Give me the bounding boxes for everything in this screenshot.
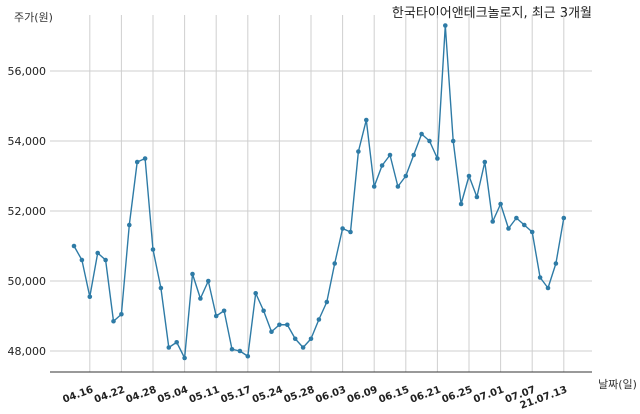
x-tick-label: 04.28 (125, 384, 159, 405)
data-point (545, 285, 551, 291)
data-point (419, 131, 424, 137)
data-point (435, 156, 440, 161)
series-price (71, 23, 567, 361)
x-tick-label: 06.15 (377, 384, 411, 405)
data-point (356, 149, 361, 154)
data-point (498, 201, 503, 207)
y-tick-labels: 48,000 50,000 52,000 54,000 56,000 (8, 65, 47, 358)
data-point (142, 156, 148, 161)
x-axis-title: 날짜(일) (598, 377, 637, 391)
data-point (340, 226, 345, 231)
data-point (174, 339, 179, 345)
data-point (561, 215, 567, 221)
data-point (403, 173, 409, 179)
x-tick-label: 05.17 (219, 384, 253, 405)
data-point (458, 201, 464, 207)
data-point (395, 184, 401, 189)
grid-lines (50, 15, 592, 372)
y-tick-label: 52,000 (8, 205, 47, 218)
x-tick-label: 06.09 (346, 384, 380, 405)
data-point (522, 222, 527, 228)
data-point (237, 348, 243, 354)
data-point (229, 346, 235, 352)
x-tick-label: 04.16 (61, 384, 95, 405)
data-point (71, 243, 77, 249)
data-point (150, 247, 156, 252)
x-tick-label: 06.21 (409, 384, 443, 405)
data-point (253, 290, 258, 296)
x-tick-label: 04.22 (93, 384, 127, 405)
data-point (111, 318, 116, 324)
chart-title: 한국타이어앤테크놀로지, 최근 3개월 (392, 6, 592, 21)
data-point (261, 308, 266, 314)
y-tick-label: 54,000 (8, 135, 47, 148)
data-point (182, 355, 187, 361)
data-point (529, 229, 535, 235)
data-point (127, 222, 132, 228)
series-line (73, 24, 565, 359)
data-point (537, 275, 543, 280)
x-tick-label: 06.03 (314, 384, 348, 405)
data-point (466, 173, 472, 179)
data-point (213, 313, 219, 319)
data-point (292, 336, 298, 342)
data-point (166, 345, 172, 350)
x-tick-label: 05.28 (283, 384, 317, 405)
data-point (514, 215, 519, 221)
data-point (387, 152, 393, 158)
data-point (190, 271, 195, 277)
data-point (119, 311, 124, 317)
data-point (379, 163, 385, 168)
data-point (450, 138, 456, 144)
y-tick-label: 50,000 (8, 275, 47, 288)
data-point (443, 23, 448, 28)
data-point (364, 117, 369, 123)
data-point (134, 159, 140, 165)
x-tick-label: 07.01 (472, 384, 506, 405)
data-point (411, 152, 417, 158)
data-point (324, 299, 330, 305)
data-point (474, 194, 480, 200)
data-point (79, 257, 85, 263)
x-tick-labels: 04.1604.2204.2805.0405.1105.1705.2405.28… (61, 384, 569, 411)
x-tick-label: 06.25 (441, 384, 475, 405)
data-point (206, 278, 211, 284)
data-point (490, 219, 496, 224)
data-point (300, 345, 306, 350)
data-point (427, 138, 432, 144)
data-point (553, 261, 559, 266)
x-tick-label: 05.11 (188, 384, 222, 405)
data-point (245, 353, 251, 359)
data-point (506, 226, 511, 231)
data-point (348, 229, 353, 235)
y-tick-label: 48,000 (8, 345, 47, 358)
data-point (198, 296, 203, 301)
data-point (332, 261, 338, 266)
data-point (316, 317, 322, 322)
y-tick-label: 56,000 (8, 65, 47, 78)
data-point (221, 308, 227, 314)
data-point (285, 322, 290, 328)
x-tick-label: 05.04 (156, 384, 190, 405)
data-point (277, 322, 282, 328)
data-point (308, 336, 314, 342)
x-tick-label: 05.24 (251, 384, 285, 405)
data-point (87, 294, 93, 300)
y-axis-title: 주가(원) (14, 11, 53, 24)
data-point (95, 250, 100, 256)
data-point (103, 257, 108, 263)
data-point (482, 159, 488, 165)
data-point (158, 285, 164, 291)
data-point (269, 329, 274, 335)
data-point (371, 184, 377, 189)
